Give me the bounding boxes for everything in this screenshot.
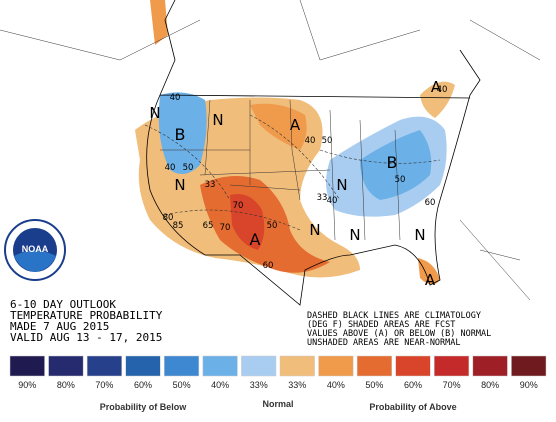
map-label: 70 [220, 223, 231, 233]
legend-swatch [356, 355, 392, 377]
legend-label: 60% [134, 380, 152, 390]
legend-label: 80% [57, 380, 75, 390]
map-label: B [175, 125, 186, 144]
map-label: N [336, 176, 347, 194]
legend-label: 40% [211, 380, 229, 390]
map-label: 80 [163, 213, 174, 223]
map-label: 40 [437, 85, 448, 95]
map-label: 40 [170, 93, 181, 103]
map-label: 50 [183, 163, 194, 173]
legend-label: 40% [327, 380, 345, 390]
note-line: (DEG F) SHADED AREAS ARE FCST [307, 320, 455, 330]
note-line: DASHED BLACK LINES ARE CLIMATOLOGY [307, 311, 481, 321]
map-label: 50 [395, 175, 406, 185]
legend-label: 70% [443, 380, 461, 390]
map-label: 33 [205, 180, 216, 190]
map-label: 40 [305, 136, 316, 146]
header-line: VALID AUG 13 - 17, 2015 [10, 331, 162, 344]
map-label: 50 [267, 221, 278, 231]
map-label: N [414, 226, 425, 244]
legend-label: 90% [520, 380, 538, 390]
map-label: N [174, 176, 185, 194]
header-line: MADE 7 AUG 2015 [10, 320, 109, 333]
header-line: 6-10 DAY OUTLOOK [10, 298, 116, 311]
shading [135, 0, 455, 285]
map-label: 40 [165, 163, 176, 173]
map-label: 40 [327, 196, 338, 206]
legend: 90% 80% 70% 60% 50% 40% 33% 33% 40% 50% 60% 70% 80% 9… [9, 355, 547, 412]
legend-swatch [318, 355, 354, 377]
map-label: 60 [425, 198, 436, 208]
legend-label: 60% [404, 380, 422, 390]
legend-swatch [9, 355, 45, 377]
map-label: A [425, 271, 436, 289]
legend-swatch [395, 355, 431, 377]
legend-label: 80% [481, 380, 499, 390]
legend-label: 50% [365, 380, 383, 390]
legend-label: 50% [173, 380, 191, 390]
map-label: A [431, 78, 442, 96]
caption-above: Probability of Above [369, 402, 456, 412]
caption-below: Probability of Below [100, 402, 188, 412]
header-line: TEMPERATURE PROBABILITY [10, 309, 163, 322]
map-label: 60 [263, 261, 274, 271]
noaa-logo: NOAA [4, 219, 66, 281]
caption-normal: Normal [262, 399, 293, 409]
header: 6-10 DAY OUTLOOK TEMPERATURE PROBABILITY… [10, 298, 163, 344]
note-line: UNSHADED AREAS ARE NEAR-NORMAL [307, 338, 461, 348]
map-label: N [309, 221, 320, 239]
legend-label: 33% [288, 380, 306, 390]
legend-swatch [125, 355, 161, 377]
map-label: A [290, 116, 301, 134]
logo-text: NOAA [22, 244, 49, 254]
legend-swatch [511, 355, 547, 377]
legend-swatch [86, 355, 122, 377]
map-label: 85 [173, 221, 184, 231]
legend-swatch [48, 355, 84, 377]
borders [0, 0, 541, 306]
note: DASHED BLACK LINES ARE CLIMATOLOGY (DEG … [305, 310, 530, 348]
map-label: N [212, 111, 223, 129]
legend-swatch [279, 355, 315, 377]
map-label: B [387, 153, 398, 172]
map-label: N [349, 226, 360, 244]
legend-label: 70% [95, 380, 113, 390]
legend-swatch [472, 355, 508, 377]
legend-swatch [202, 355, 238, 377]
legend-label: 33% [250, 380, 268, 390]
note-line: VALUES ABOVE (A) OR BELOW (B) NORMAL [307, 329, 491, 339]
map-label: A [250, 230, 261, 249]
map-label: 65 [203, 221, 214, 231]
legend-swatch [434, 355, 470, 377]
legend-swatch [164, 355, 200, 377]
map-label: 33 [317, 193, 328, 203]
legend-swatch [241, 355, 277, 377]
legend-label: 90% [18, 380, 36, 390]
map-label: 70 [233, 201, 244, 211]
map-label: N [149, 104, 160, 122]
map-label: 50 [322, 136, 333, 146]
